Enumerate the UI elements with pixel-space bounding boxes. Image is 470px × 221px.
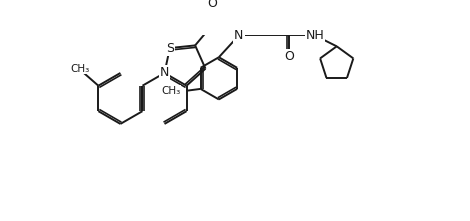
Text: N: N (160, 67, 169, 80)
Text: CH₃: CH₃ (161, 86, 180, 96)
Text: O: O (208, 0, 218, 10)
Text: S: S (166, 42, 174, 55)
Text: O: O (284, 50, 294, 63)
Text: N: N (234, 29, 243, 42)
Text: NH: NH (306, 29, 324, 42)
Text: CH₃: CH₃ (70, 64, 90, 74)
